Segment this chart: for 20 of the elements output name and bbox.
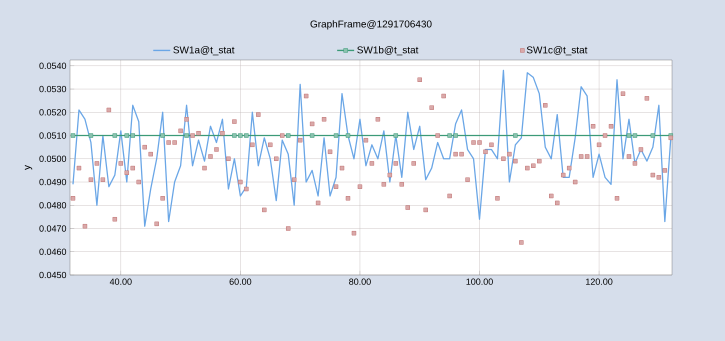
- legend-label: SW1c@t_stat: [526, 46, 588, 56]
- y-tick-label: 0.0520: [39, 109, 66, 116]
- y-tick-label: 0.0530: [39, 86, 66, 92]
- legend-label: SW1a@t_stat: [173, 46, 234, 56]
- y-tick-label: 0.0470: [39, 225, 66, 232]
- x-tick-label: 80.00: [349, 278, 371, 285]
- y-tick-label: 0.0540: [39, 62, 66, 69]
- y-axis-title: y: [24, 165, 32, 170]
- chart-title: GraphFrame@1291706430: [310, 20, 432, 30]
- y-tick-label: 0.0510: [39, 132, 66, 139]
- y-tick-label: 0.0480: [39, 202, 66, 208]
- y-tick-label: 0.0490: [39, 178, 66, 186]
- x-tick-label: 60.00: [230, 278, 252, 285]
- y-tick-label: 0.0500: [39, 156, 66, 162]
- x-tick-label: 120.00: [586, 278, 612, 285]
- y-tick-label: 0.0460: [39, 248, 66, 255]
- y-tick-label: 0.0450: [39, 272, 66, 278]
- x-tick-label: 100.00: [466, 278, 493, 285]
- legend-label: SW1b@t_stat: [357, 46, 418, 56]
- x-tick-label: 40.00: [110, 278, 132, 285]
